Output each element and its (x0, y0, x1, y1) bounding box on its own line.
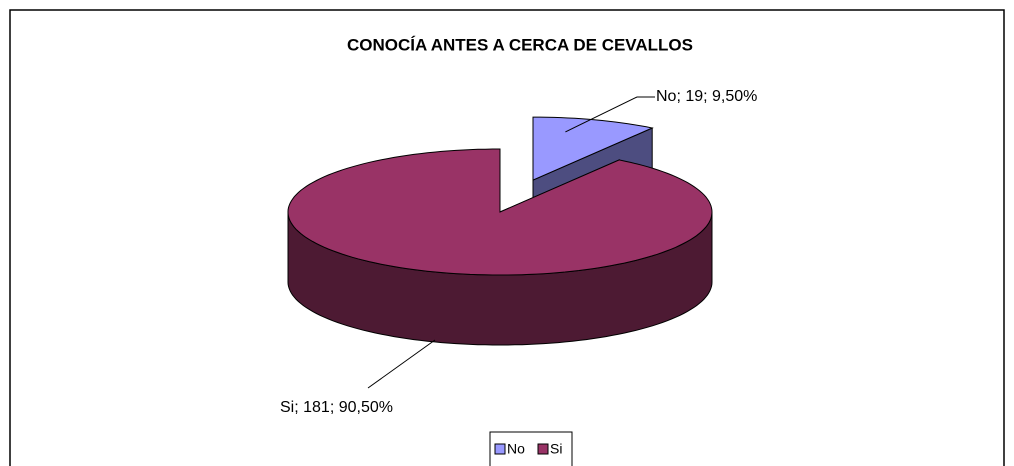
legend-swatch (494, 443, 506, 455)
data-label: Si; 181; 90,50% (280, 399, 393, 416)
chart-title: CONOCÍA ANTES A CERCA DE CEVALLOS (347, 35, 693, 54)
data-label: No; 19; 9,50% (656, 88, 757, 105)
leader-line (367, 339, 436, 389)
legend-label: Si (550, 441, 562, 457)
legend-swatch (537, 443, 549, 455)
slice (532, 116, 654, 181)
slice (287, 148, 713, 276)
data-labels: No; 19; 9,50% Si; 181; 90,50% (280, 88, 757, 416)
leader-line (565, 96, 655, 133)
pie (287, 116, 713, 346)
legend-label: No (507, 441, 525, 457)
legend: No Si (494, 441, 562, 457)
